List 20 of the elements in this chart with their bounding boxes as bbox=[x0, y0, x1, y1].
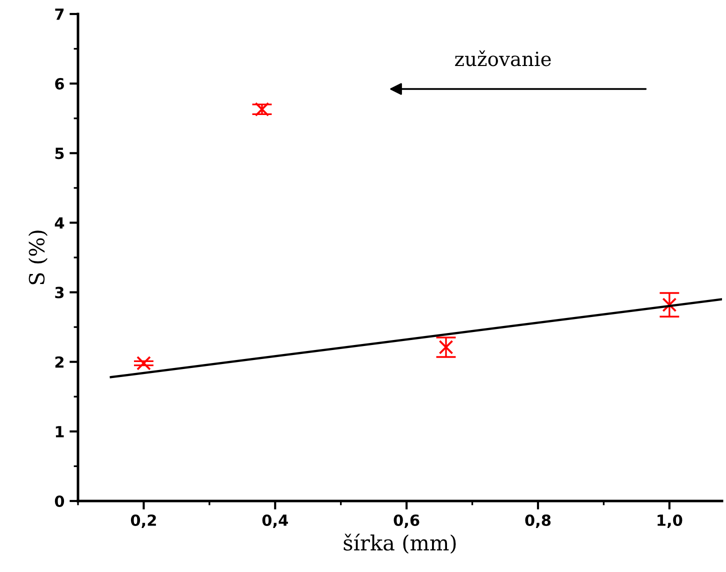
x-tick-label: 0,8 bbox=[525, 514, 551, 528]
x-tick-label: 0,4 bbox=[262, 514, 288, 528]
x-tick-label: 0,6 bbox=[394, 514, 420, 528]
x-tick-label: 1,0 bbox=[658, 514, 682, 528]
y-tick-label: 1 bbox=[56, 426, 64, 438]
annotation: zužovanie bbox=[455, 50, 551, 66]
y-tick-label: 4 bbox=[54, 217, 64, 229]
y-axis-title: S (%) bbox=[28, 230, 48, 284]
point bbox=[662, 298, 677, 312]
x-tick-label: 0,2 bbox=[130, 514, 156, 528]
y-tick-label: 5 bbox=[55, 148, 64, 160]
point bbox=[254, 102, 270, 117]
point bbox=[438, 340, 454, 354]
x-axis-title: šírka (mm) bbox=[344, 534, 456, 554]
y-tick-label: 0 bbox=[54, 495, 64, 508]
y-tick-label: 2 bbox=[55, 356, 64, 368]
point bbox=[136, 356, 151, 370]
y-tick-label: 3 bbox=[55, 286, 64, 298]
y-tick-label: 7 bbox=[55, 8, 64, 20]
y-tick-label: 6 bbox=[55, 78, 64, 90]
